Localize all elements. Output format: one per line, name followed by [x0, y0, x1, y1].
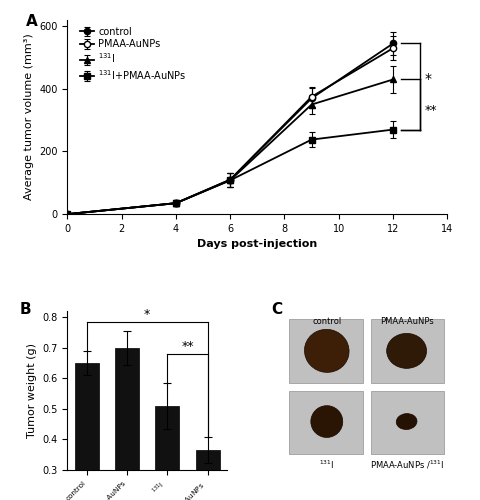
Text: $^{131}$I: $^{131}$I [319, 459, 334, 471]
Text: C: C [271, 302, 282, 316]
Text: B: B [19, 302, 31, 316]
Ellipse shape [310, 406, 342, 438]
Ellipse shape [304, 330, 348, 372]
Bar [74, 363, 98, 500]
Bar [195, 450, 219, 500]
Text: *: * [423, 72, 431, 86]
Text: **: ** [423, 104, 436, 118]
X-axis label: Days post-injection: Days post-injection [197, 240, 317, 250]
FancyBboxPatch shape [370, 319, 443, 382]
Text: PMAA-AuNPs: PMAA-AuNPs [379, 316, 432, 326]
Text: control: control [312, 316, 341, 326]
Y-axis label: Tumor weight (g): Tumor weight (g) [26, 343, 36, 438]
Bar [155, 406, 179, 500]
Legend: control, PMAA-AuNPs, $^{131}$I, $^{131}$I+PMAA-AuNPs: control, PMAA-AuNPs, $^{131}$I, $^{131}$… [80, 27, 186, 82]
FancyBboxPatch shape [370, 390, 443, 454]
Text: *: * [144, 308, 150, 320]
FancyBboxPatch shape [288, 390, 362, 454]
Text: A: A [25, 14, 37, 29]
Text: **: ** [181, 340, 193, 352]
Text: PMAA-AuNPs /$^{131}$I: PMAA-AuNPs /$^{131}$I [369, 459, 443, 471]
Y-axis label: Average tumor volume (mm³): Average tumor volume (mm³) [24, 34, 34, 200]
Bar [115, 348, 139, 500]
Ellipse shape [386, 334, 426, 368]
Ellipse shape [396, 414, 416, 430]
FancyBboxPatch shape [288, 319, 362, 382]
